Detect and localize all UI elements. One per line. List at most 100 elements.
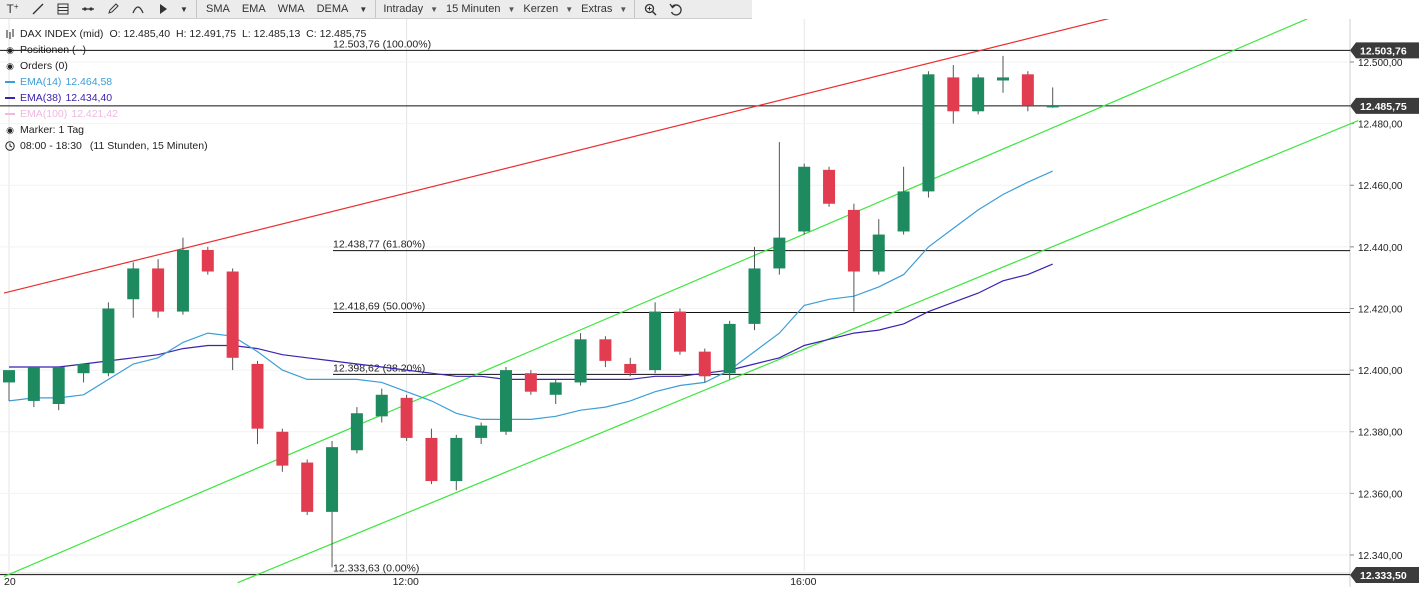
- marker-label: Marker: 1 Tag: [20, 124, 84, 136]
- fibonacci-label: 12.418,69 (50.00%): [333, 301, 425, 313]
- y-tick-label: 12.420,00: [1358, 304, 1403, 315]
- candle-up: [972, 77, 985, 112]
- pencil-icon[interactable]: [100, 0, 125, 18]
- candle-down: [823, 169, 836, 204]
- interval-select[interactable]: Intraday ▼: [379, 0, 442, 18]
- toolbar-divider: [375, 0, 377, 18]
- ema14-label: EMA(14): [20, 76, 62, 88]
- candle-up: [549, 382, 562, 395]
- chart-type-label: Kerzen: [523, 3, 559, 15]
- text-tool-icon[interactable]: T +: [6, 1, 19, 17]
- y-tick-label: 12.380,00: [1358, 428, 1403, 439]
- cursor-icon[interactable]: [150, 0, 175, 18]
- trendline-icon[interactable]: [25, 0, 50, 18]
- timeframe-select[interactable]: 15 Minuten ▼: [442, 0, 519, 18]
- chart-info-panel: DAX INDEX (mid) O: 12.485,40 H: 12.491,7…: [4, 26, 366, 154]
- candle-up: [77, 363, 90, 374]
- extras-select[interactable]: Extras ▼: [577, 0, 631, 18]
- fibonacci-label: 12.438,77 (61.80%): [333, 239, 425, 251]
- ema38-value: 12.434,40: [65, 92, 113, 104]
- horizontal-line-icon[interactable]: [75, 0, 100, 18]
- candle-up: [3, 370, 15, 383]
- radio-icon: ◉: [6, 45, 14, 55]
- chevron-down-icon: ▼: [430, 4, 439, 14]
- price-tag: 12.485,75: [1350, 97, 1419, 114]
- ema38-swatch: [4, 97, 16, 99]
- ema38-row[interactable]: EMA(38) 12.434,40: [4, 90, 366, 106]
- candle-up: [500, 370, 512, 432]
- toolbar-divider: [196, 0, 197, 18]
- candle-up: [872, 234, 885, 272]
- x-tick-label: 12:00: [393, 576, 419, 588]
- trendline-green: [3, 19, 1309, 578]
- ema14-row[interactable]: EMA(14) 12.464,58: [4, 74, 366, 90]
- orders-label: Orders (0): [20, 60, 68, 72]
- candle-down: [201, 249, 214, 272]
- price-tag: 12.333,50: [1350, 567, 1419, 584]
- chart-type-select[interactable]: Kerzen ▼: [519, 0, 577, 18]
- fibonacci-label: 12.503,76 (100.00%): [333, 38, 431, 50]
- candle-up: [997, 77, 1009, 81]
- price-tag-background: [1350, 42, 1419, 59]
- x-tick-label: 16:00: [790, 576, 816, 588]
- candle-down: [425, 437, 438, 482]
- undo-icon[interactable]: [663, 0, 688, 18]
- ema100-value: 12.421,42: [71, 108, 118, 120]
- dema-button[interactable]: DEMA: [316, 3, 349, 15]
- candle-up: [475, 425, 488, 438]
- zoom-icon[interactable]: [638, 0, 663, 18]
- candle-up: [176, 249, 189, 312]
- candle-up: [450, 437, 463, 482]
- toolbar-divider: [634, 0, 636, 18]
- chevron-down-icon: ▼: [507, 4, 516, 14]
- candle-down: [599, 339, 612, 361]
- y-tick-label: 12.360,00: [1358, 489, 1403, 500]
- sma-button[interactable]: SMA: [206, 3, 230, 15]
- fibonacci-label: 12.398,62 (38.20%): [333, 362, 425, 374]
- candle-down: [251, 363, 264, 429]
- ema14-swatch: [4, 81, 16, 83]
- ema14-line: [8, 170, 1053, 420]
- candle-up: [574, 339, 587, 383]
- candle-down: [152, 268, 165, 312]
- trendline-green: [237, 119, 1359, 584]
- candle-up: [326, 447, 339, 512]
- ema100-row[interactable]: EMA(100) 12.421,42: [4, 106, 366, 122]
- candle-down: [698, 351, 711, 377]
- ema100-label: EMA(100): [20, 108, 68, 120]
- y-tick-label: 12.400,00: [1358, 366, 1403, 377]
- positions-label: Positionen (--): [20, 44, 86, 56]
- fibonacci-icon[interactable]: [50, 0, 75, 18]
- y-tick-label: 12.480,00: [1358, 120, 1403, 131]
- candle-down: [947, 77, 960, 112]
- chevron-down-icon[interactable]: ▼: [359, 4, 368, 14]
- trendline-red: [3, 19, 1110, 294]
- candlestick-chart[interactable]: 12.340,00 12.360,00 12.380,00 12.400,00 12.4…: [0, 19, 1421, 608]
- positions-row[interactable]: ◉ Positionen (--): [4, 42, 366, 58]
- price-tag-label: 12.333,50: [1360, 570, 1407, 582]
- candle-up: [922, 74, 935, 192]
- orders-row[interactable]: ◉ Orders (0): [4, 58, 366, 74]
- candle-up: [102, 308, 115, 374]
- candle-up: [1046, 105, 1059, 108]
- wma-button[interactable]: WMA: [277, 3, 305, 15]
- ohlc-values: O: 12.485,40 H: 12.491,75 L: 12.485,13 C…: [109, 28, 367, 40]
- radio-icon: ◉: [6, 61, 14, 71]
- candle-down: [276, 431, 289, 466]
- price-tag-background: [1350, 97, 1419, 114]
- y-tick-label: 12.440,00: [1358, 243, 1403, 254]
- marker-row[interactable]: ◉ Marker: 1 Tag: [4, 122, 366, 138]
- candle-up: [52, 367, 65, 405]
- arc-icon[interactable]: [125, 0, 150, 18]
- bars-icon: [4, 29, 16, 39]
- ema38-label: EMA(38): [20, 92, 62, 104]
- candle-down: [400, 397, 413, 438]
- ema-button[interactable]: EMA: [241, 3, 266, 15]
- hours-row: 08:00 - 18:30 (11 Stunden, 15 Minuten): [4, 138, 366, 154]
- radio-icon: ◉: [6, 125, 14, 135]
- chart-toolbar: T + ▼ SMA EMA WMA DEMA ▼ Intraday ▼ 15 Min…: [0, 0, 752, 19]
- ema38-line: [9, 263, 1053, 380]
- chevron-down-icon[interactable]: ▼: [180, 4, 188, 14]
- candle-down: [624, 363, 637, 374]
- hours-label: 08:00 - 18:30: [20, 140, 82, 152]
